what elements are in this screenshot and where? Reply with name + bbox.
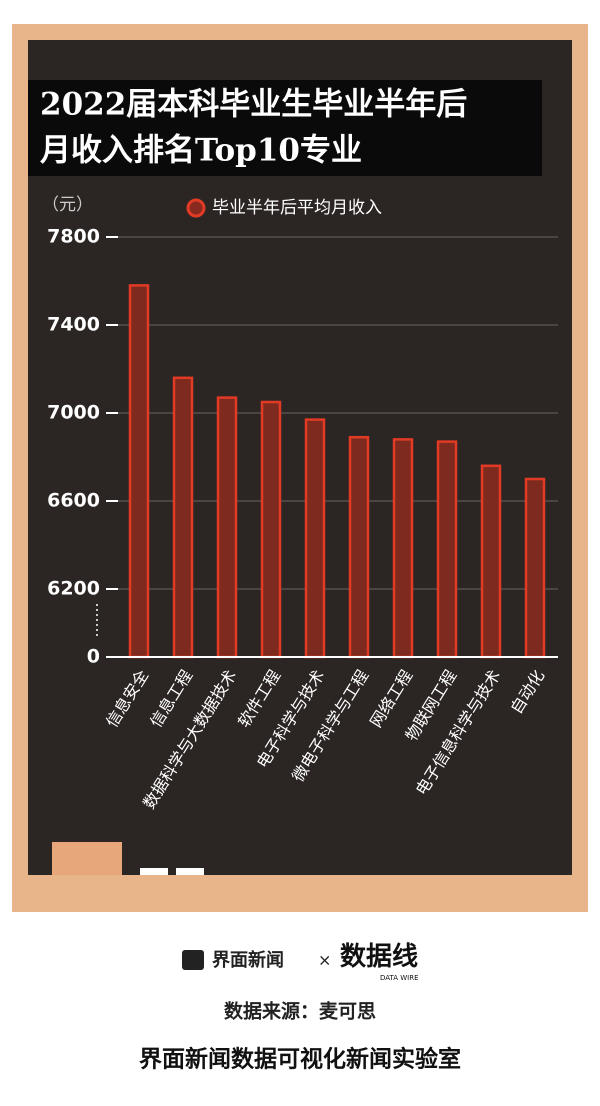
title-box	[28, 80, 542, 176]
lab: 界面新闻数据可视化新闻实验室	[139, 1046, 461, 1073]
bar	[524, 477, 546, 659]
board	[28, 40, 572, 875]
y-tick-label: 6600	[47, 490, 100, 512]
bar	[392, 438, 414, 659]
y-tick-label: 7400	[47, 314, 100, 336]
bar	[216, 396, 238, 659]
brand-icon	[182, 950, 204, 970]
y-tick-label: 7800	[47, 226, 100, 248]
y-tick-label: 6200	[47, 578, 100, 600]
bar	[172, 376, 194, 659]
y-tick-label: 0	[87, 646, 100, 668]
chart-title: 2022届本科毕业生毕业半年后	[40, 87, 467, 123]
cross: ×	[318, 951, 331, 970]
brand: 界面新闻	[212, 949, 284, 971]
bar	[260, 400, 282, 659]
bar	[436, 440, 458, 659]
unit-label: （元）	[42, 195, 93, 215]
y-tick-label: 7000	[47, 402, 100, 424]
plot: 062006600700074007800信息安全信息工程数据科学与大数据技术软…	[47, 226, 558, 812]
chart-title: 月收入排名Top10专业	[40, 133, 362, 169]
partner: 数据线	[340, 942, 418, 972]
bar	[480, 464, 502, 659]
source: 数据来源：麦可思	[224, 1000, 376, 1023]
bar	[304, 418, 326, 659]
legend-marker	[186, 198, 206, 218]
decoration	[176, 868, 204, 875]
partner-sub: DATA WIRE	[380, 974, 419, 982]
decoration	[52, 842, 122, 875]
bar	[348, 435, 370, 659]
decoration	[140, 868, 168, 875]
bar	[128, 284, 150, 659]
legend-label: 毕业半年后平均月收入	[212, 198, 382, 218]
